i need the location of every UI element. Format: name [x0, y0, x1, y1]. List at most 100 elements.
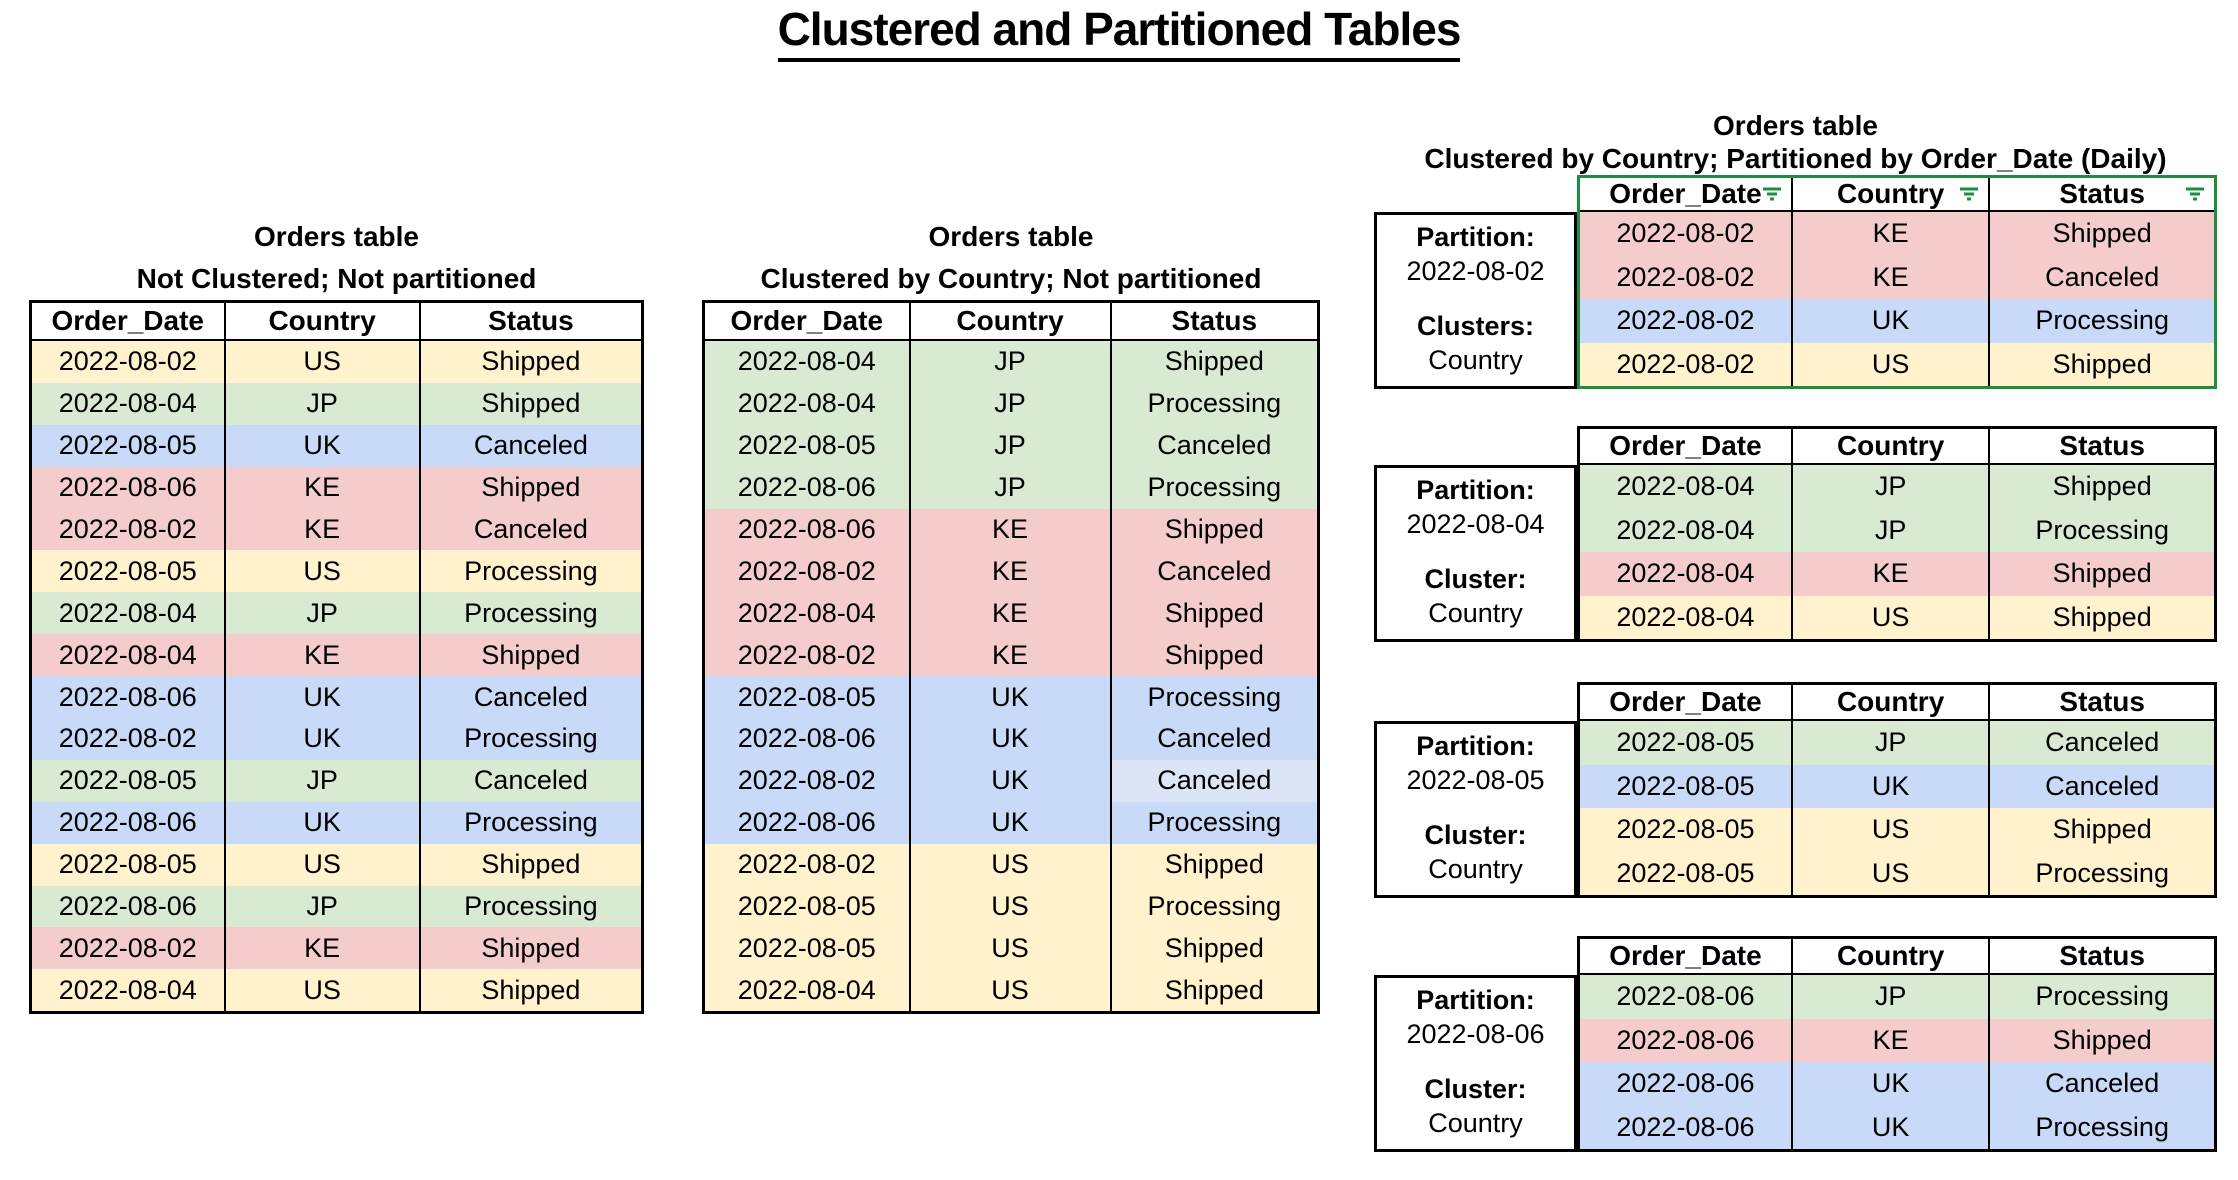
cell-status: Canceled [418, 676, 644, 719]
cell-status: Canceled [418, 424, 644, 467]
cell-country: JP [1790, 508, 1991, 552]
cell-status: Shipped [418, 969, 644, 1013]
cell-status: Canceled [418, 508, 644, 551]
cell-country: KE [908, 634, 1112, 677]
partition-value: 2022-08-04 [1406, 509, 1545, 539]
column-header-label: Order_Date [1609, 178, 1762, 209]
cell-country: JP [223, 592, 421, 635]
cell-country: UK [223, 424, 421, 467]
column-header-order-date: Order_Date [1577, 683, 1793, 721]
cell-status: Shipped [1109, 969, 1320, 1013]
cell-status: Shipped [1988, 1018, 2217, 1062]
table-row: 2022-08-04 US Shipped [702, 969, 1320, 1013]
cell-status: Shipped [1988, 808, 2217, 852]
table-row: 2022-08-04 US Shipped [29, 969, 644, 1013]
cell-status: Shipped [1109, 592, 1320, 635]
cell-country: US [223, 550, 421, 593]
cell-order-date: 2022-08-05 [1577, 851, 1793, 897]
column-header-country: Country [223, 301, 421, 341]
cell-country: JP [1790, 974, 1991, 1019]
cell-status: Canceled [1988, 255, 2217, 299]
cell-order-date: 2022-08-05 [1577, 808, 1793, 852]
cell-country: JP [223, 759, 421, 802]
cell-status: Shipped [418, 843, 644, 886]
column-header-label: Status [2059, 178, 2145, 209]
column-header-order-date: Order_Date [702, 301, 911, 341]
table-row: 2022-08-06 UK Processing [702, 801, 1320, 844]
cell-status: Processing [1988, 1105, 2217, 1151]
cell-order-date: 2022-08-04 [702, 340, 911, 383]
table-row: 2022-08-04 JP Processing [29, 592, 644, 635]
cell-order-date: 2022-08-04 [702, 382, 911, 425]
cell-order-date: 2022-08-06 [702, 801, 911, 844]
table-row: 2022-08-05 US Shipped [1577, 808, 2217, 852]
cell-status: Shipped [418, 927, 644, 970]
cell-order-date: 2022-08-04 [702, 592, 911, 635]
cell-country: KE [1790, 552, 1991, 596]
table-header: Order_Date Country Status [29, 301, 644, 341]
cell-order-date: 2022-08-02 [1577, 255, 1793, 299]
cell-order-date: 2022-08-06 [29, 676, 226, 719]
table-row: 2022-08-02 US Shipped [29, 340, 644, 383]
cell-order-date: 2022-08-02 [29, 508, 226, 551]
cell-country: KE [1790, 211, 1991, 256]
cluster-value: Country [1428, 345, 1523, 375]
cell-status: Canceled [1988, 720, 2217, 765]
cell-country: KE [908, 592, 1112, 635]
column-header-country: Country [1790, 683, 1991, 721]
cell-order-date: 2022-08-02 [702, 843, 911, 886]
table-row: 2022-08-05 US Processing [702, 885, 1320, 928]
filter-icon [1960, 187, 1979, 201]
cell-country: UK [908, 718, 1112, 760]
table-row: 2022-08-06 KE Shipped [702, 508, 1320, 551]
cell-country: JP [908, 424, 1112, 467]
cell-order-date: 2022-08-04 [1577, 508, 1793, 552]
cluster-stanza: Cluster: Country [1377, 818, 1574, 886]
cell-country: KE [908, 550, 1112, 593]
cell-country: KE [223, 927, 421, 970]
cell-country: KE [223, 508, 421, 551]
cell-order-date: 2022-08-06 [1577, 1018, 1793, 1062]
table-row: 2022-08-06 UK Canceled [702, 718, 1320, 760]
partition-table-2022-08-06: Order_Date Country Status 2022-08-06 JP Pr… [1577, 936, 2217, 1152]
header-row: Order_Date Country Status [1577, 937, 2217, 975]
table-body: 2022-08-04 JP Shipped 2022-08-04 JP Processin… [702, 340, 1320, 1013]
cell-status: Canceled [1988, 1062, 2217, 1106]
cell-order-date: 2022-08-02 [702, 759, 911, 802]
cell-status: Processing [418, 718, 644, 760]
cell-status: Canceled [1988, 764, 2217, 808]
table-header: Order_Date Country Status [1577, 683, 2217, 721]
table-header: Order_Date Country Status [702, 301, 1320, 341]
cell-order-date: 2022-08-05 [702, 676, 911, 719]
cell-country: UK [1790, 1105, 1991, 1151]
cell-order-date: 2022-08-04 [29, 969, 226, 1013]
cell-country: US [908, 927, 1112, 970]
table-row: 2022-08-05 JP Canceled [702, 424, 1320, 467]
column-header-order-date: Order_Date [1577, 427, 1793, 465]
cell-order-date: 2022-08-02 [1577, 211, 1793, 256]
table-row: 2022-08-05 US Shipped [29, 843, 644, 886]
table-row: 2022-08-02 KE Shipped [702, 634, 1320, 677]
cluster-label: Cluster: [1424, 564, 1527, 594]
cell-country: US [1790, 595, 1991, 641]
cell-country: UK [223, 718, 421, 760]
cell-order-date: 2022-08-05 [29, 550, 226, 593]
cell-order-date: 2022-08-02 [702, 550, 911, 593]
cell-order-date: 2022-08-05 [702, 927, 911, 970]
cell-order-date: 2022-08-05 [702, 885, 911, 928]
cell-status: Shipped [1988, 595, 2217, 641]
table-row: 2022-08-04 JP Shipped [702, 340, 1320, 383]
cell-status: Processing [1988, 299, 2217, 343]
cell-order-date: 2022-08-05 [29, 424, 226, 467]
cell-order-date: 2022-08-02 [29, 927, 226, 970]
cluster-value: Country [1428, 854, 1523, 884]
cluster-value: Country [1428, 1108, 1523, 1138]
cell-order-date: 2022-08-02 [1577, 299, 1793, 343]
cell-order-date: 2022-08-04 [1577, 595, 1793, 641]
table-row: 2022-08-04 US Shipped [1577, 595, 2217, 641]
cell-order-date: 2022-08-06 [1577, 1105, 1793, 1151]
table-row: 2022-08-04 KE Shipped [702, 592, 1320, 635]
table-header: Order_Date Country Status [1577, 176, 2217, 212]
cell-status: Shipped [1109, 927, 1320, 970]
table-row: 2022-08-02 KE Canceled [1577, 255, 2217, 299]
